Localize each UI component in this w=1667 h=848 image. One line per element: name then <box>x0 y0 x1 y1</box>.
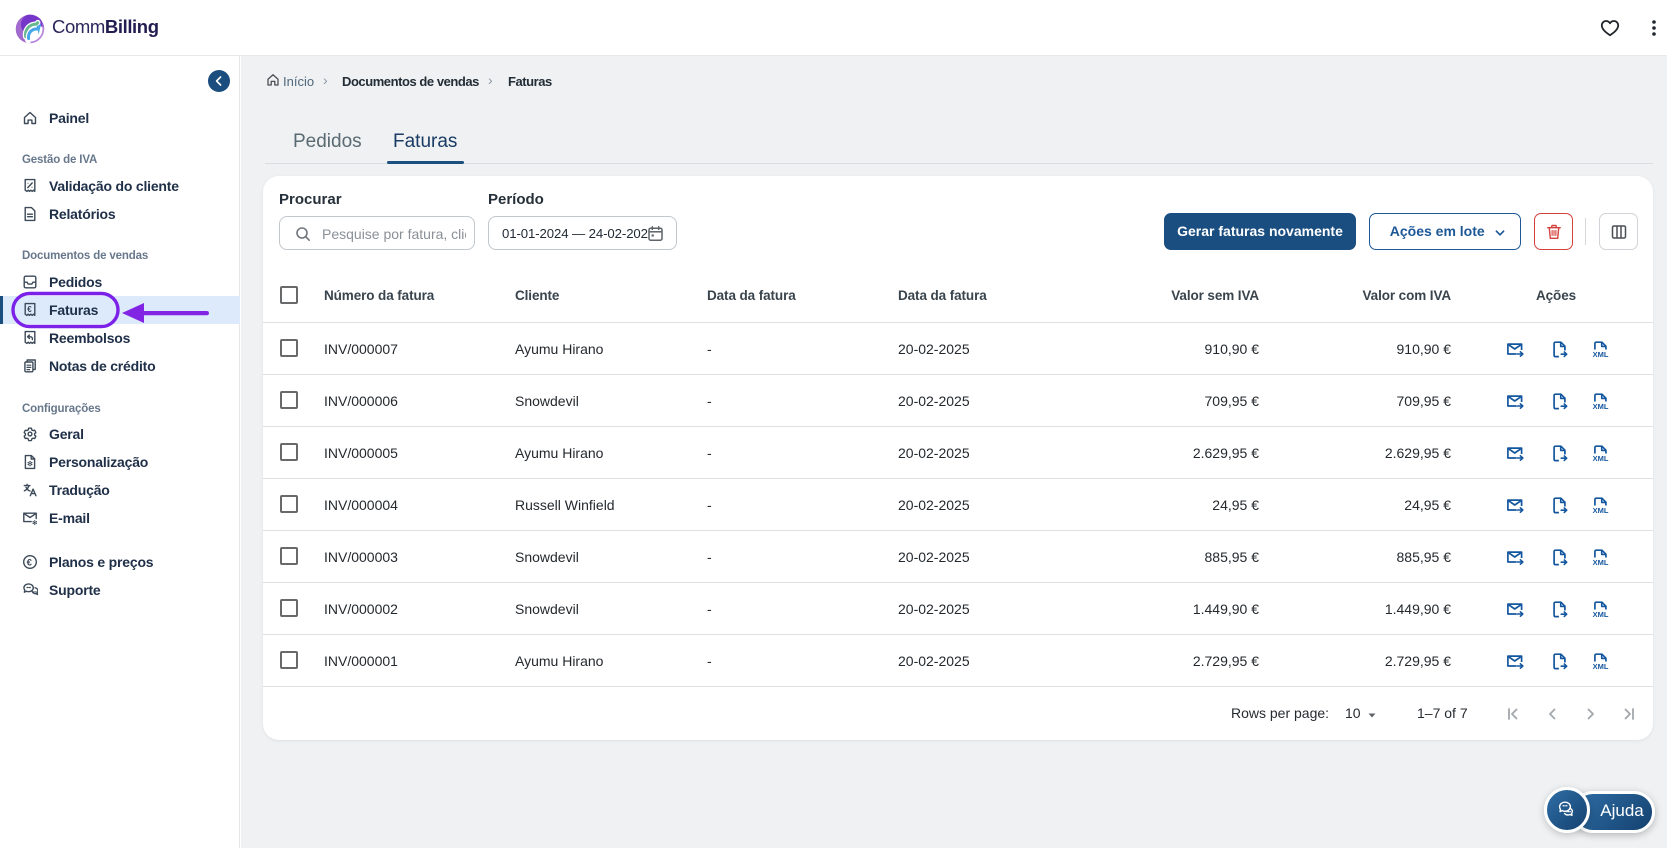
svg-text:XML: XML <box>1593 610 1609 619</box>
svg-text:XML: XML <box>1593 558 1609 567</box>
svg-text:XML: XML <box>1593 350 1609 359</box>
svg-text:€: € <box>27 305 32 314</box>
svg-text:€: € <box>27 557 33 568</box>
svg-text:XML: XML <box>1593 506 1609 515</box>
svg-text:XML: XML <box>1593 402 1609 411</box>
svg-text:XML: XML <box>1593 662 1609 671</box>
svg-text:XML: XML <box>1593 454 1609 463</box>
